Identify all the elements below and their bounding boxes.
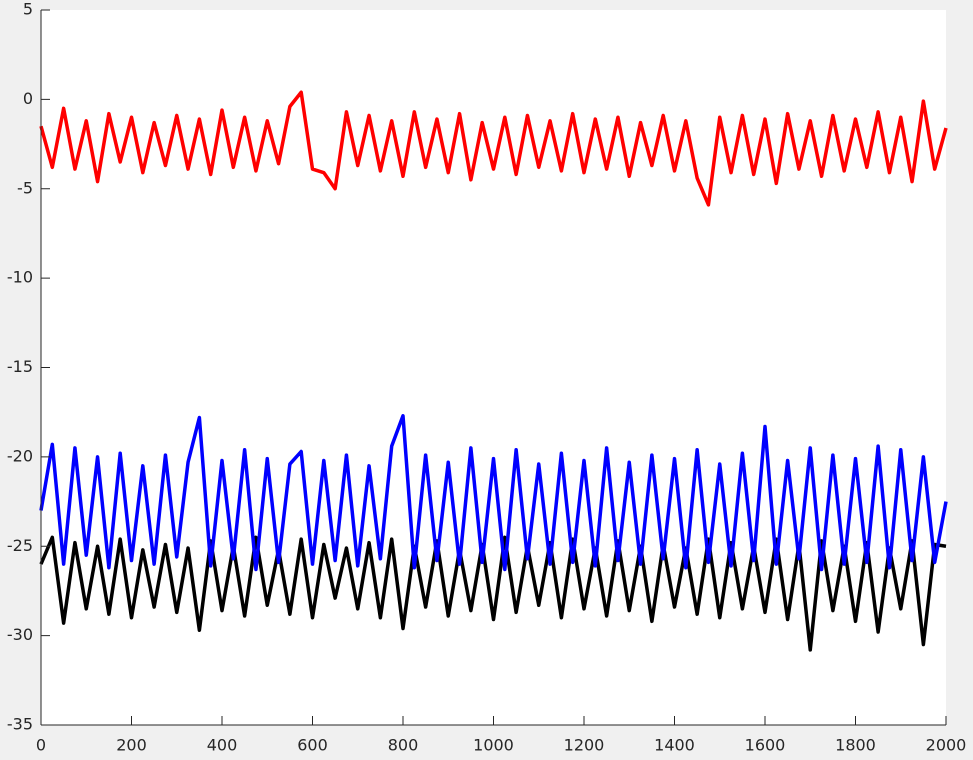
x-tick-label: 1200 <box>564 736 605 755</box>
series-line <box>39 535 947 652</box>
series-line <box>39 90 948 207</box>
x-tick-label: 1000 <box>473 736 514 755</box>
series-line <box>39 414 948 572</box>
y-tick-label: 0 <box>23 89 33 108</box>
x-tick-label: 400 <box>207 736 238 755</box>
x-tick-label: 800 <box>388 736 419 755</box>
y-tick-label: 5 <box>23 0 33 19</box>
x-tick-label: 200 <box>116 736 147 755</box>
x-tick-label: 1400 <box>654 736 695 755</box>
y-tick-label: -35 <box>7 715 33 734</box>
y-tick-label: -20 <box>7 446 33 465</box>
y-tick-label: -10 <box>7 268 33 287</box>
x-tick-label: 1600 <box>745 736 786 755</box>
x-tick-label: 1800 <box>835 736 876 755</box>
x-tick-label: 600 <box>297 736 328 755</box>
y-tick-label: -30 <box>7 625 33 644</box>
plot-area <box>41 10 946 725</box>
x-tick-label: 2000 <box>926 736 967 755</box>
x-tick-label: 0 <box>36 736 46 755</box>
y-tick-label: -25 <box>7 536 33 555</box>
y-tick-label: -15 <box>7 357 33 376</box>
y-tick-label: -5 <box>17 178 33 197</box>
